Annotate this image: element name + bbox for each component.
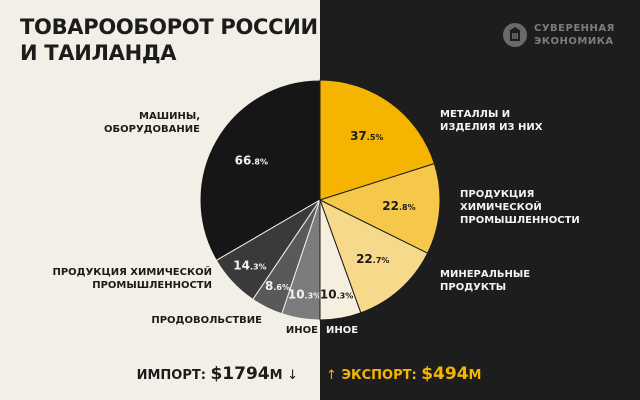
- export-total: ↑ ЭКСПОРТ: $494М: [326, 364, 481, 384]
- export-value-label-3: 10.3%: [320, 288, 353, 302]
- import-value-label-2: 8.6%: [265, 279, 290, 293]
- export-label-minerals: МИНЕРАЛЬНЫЕ ПРОДУКТЫ: [440, 269, 531, 293]
- title-line: И ТАИЛАНДА: [20, 41, 177, 65]
- brand-name: СУВЕРЕННАЯ ЭКОНОМИКА: [534, 22, 640, 48]
- brand-line: ЭКОНОМИКА: [534, 36, 614, 47]
- brand-line: СУВЕРЕННАЯ: [534, 23, 615, 34]
- building-logo-icon: [503, 23, 527, 47]
- import-total: ИМПОРТ: $1794М ↓: [137, 364, 298, 384]
- export-value-label-0: 37.5%: [350, 129, 383, 143]
- export-label-metals: МЕТАЛЛЫ И ИЗДЕЛИЯ ИЗ НИХ: [440, 109, 543, 133]
- export-label-other: ИНОЕ: [326, 325, 359, 336]
- export-value-label-1: 22.8%: [382, 199, 415, 213]
- page-title: ТОВАРООБОРОТ РОССИИ И ТАИЛАНДА: [20, 14, 320, 66]
- import-value-label-3: 10.3%: [288, 288, 321, 302]
- export-total-label: ЭКСПОРТ:: [341, 368, 417, 383]
- import-value-label-0: 66.8%: [235, 154, 268, 168]
- export-slice-3: [319, 199, 362, 321]
- title-line: ТОВАРООБОРОТ РОССИИ: [20, 15, 318, 39]
- export-total-value: $494: [421, 364, 469, 384]
- export-slice-1: [318, 162, 441, 254]
- import-label-food: ПРОДОВОЛЬСТВИЕ: [151, 315, 262, 326]
- export-slice-0: [319, 79, 435, 201]
- import-label-machinery: МАШИНЫ, ОБОРУДОВАНИЕ: [103, 111, 200, 135]
- import-slice-0: [199, 79, 321, 262]
- import-label-other: ИНОЕ: [285, 325, 318, 336]
- import-total-label: ИМПОРТ:: [136, 368, 206, 383]
- import-value-label-1: 14.3%: [233, 259, 266, 273]
- export-label-chemicals: ПРОДУКЦИЯ ХИМИЧЕСКОЙ ПРОМЫШЛЕННОСТИ: [460, 189, 580, 226]
- import-label-chemicals: ПРОДУКЦИЯ ХИМИЧЕСКОЙ ПРОМЫШЛЕННОСТИ: [52, 267, 212, 291]
- export-value-label-2: 22.7%: [356, 252, 389, 266]
- export-total-unit: М: [468, 368, 482, 383]
- export-slice-2: [319, 199, 429, 314]
- import-total-unit: М: [269, 368, 283, 383]
- import-total-value: $1794: [210, 364, 270, 384]
- arrow-down-icon: ↓: [287, 368, 298, 383]
- brand: СУВЕРЕННАЯ ЭКОНОМИКА: [502, 22, 640, 48]
- arrow-up-icon: ↑: [326, 368, 337, 383]
